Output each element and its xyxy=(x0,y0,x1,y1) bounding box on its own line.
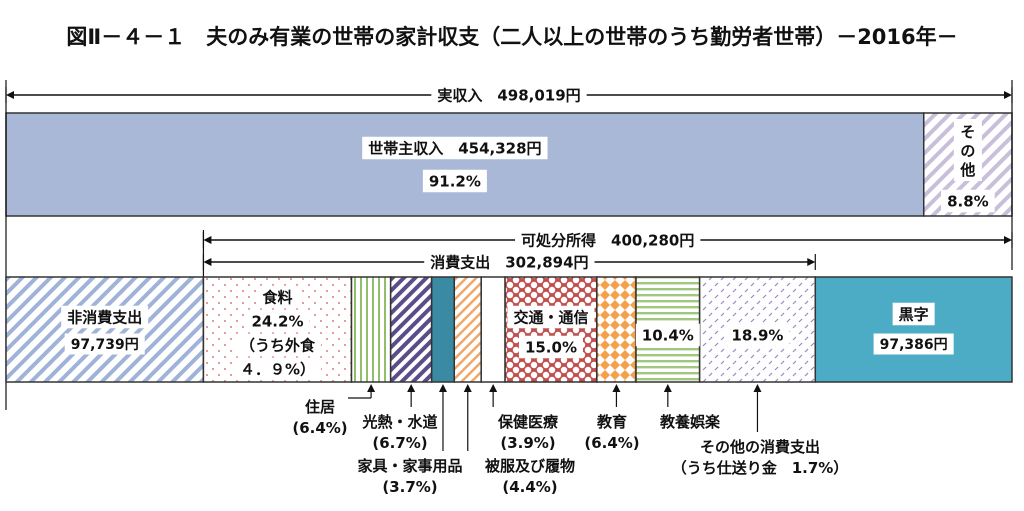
income-other-bg xyxy=(953,119,982,181)
callout-text-5: (6.4%) xyxy=(584,434,639,452)
consumption-arrow-label-bg xyxy=(424,250,595,274)
food-label-bg xyxy=(256,285,299,309)
callout-text-1: (6.7%) xyxy=(372,434,427,452)
recreation-pct-bg xyxy=(635,323,700,347)
income-other-label: の xyxy=(960,142,975,160)
food-label: 食料 xyxy=(262,288,292,306)
callout-text-0: (6.4%) xyxy=(292,419,347,437)
real-income-arrow-label: 実収入 498,019円 xyxy=(437,86,580,104)
callout-text-2: 家具・家事用品 xyxy=(357,457,462,475)
callout-text-2: (3.7%) xyxy=(382,478,437,496)
surplus-value: 97,386円 xyxy=(880,337,948,353)
disposable-arrow-label-bg xyxy=(515,228,701,252)
consumption-arrow-head-right xyxy=(807,258,816,266)
chart-title: 図Ⅱ－４－１ 夫のみ有業の世帯の家計収支（二人以上の世帯のうち勤労者世帯）－20… xyxy=(66,25,957,49)
callout-arrowhead-0 xyxy=(367,384,376,392)
real-income-arrow-head-right xyxy=(1004,91,1012,99)
income-main-pct: 91.2% xyxy=(429,172,481,190)
food-sub2: ４．９%） xyxy=(240,360,315,378)
income-other-pct-bg xyxy=(941,189,995,213)
income-main-label-bg xyxy=(362,136,548,160)
income-main-pct-bg xyxy=(422,169,487,193)
transport-label: 交通・通信 xyxy=(513,308,588,326)
callout-arrowhead-5 xyxy=(612,384,621,392)
callout-arrowhead-1 xyxy=(407,384,416,392)
expenditure-segment-0 xyxy=(5,276,205,383)
callout-text-7: その他の消費支出 xyxy=(700,438,820,456)
income-other-label: そ xyxy=(960,123,975,141)
real-income-arrow-head-left xyxy=(6,91,14,99)
callout-text-5: 教育 xyxy=(596,413,627,431)
real-income-arrow-label-bg xyxy=(431,83,587,107)
callout-arrowhead-7 xyxy=(753,384,762,392)
noncons-label-bg xyxy=(61,305,149,329)
surplus-label-bg xyxy=(892,302,935,326)
noncons-value: 97,739円 xyxy=(71,337,139,353)
expenditure-segment-11 xyxy=(814,276,1013,383)
callout-arrowhead-2 xyxy=(438,384,447,392)
othercons-pct: 18.9% xyxy=(731,326,783,344)
income-other-label: 他 xyxy=(959,161,975,179)
disposable-arrow-head-right xyxy=(1004,236,1012,244)
consumption-arrow-label: 消費支出 302,894円 xyxy=(430,253,588,271)
disposable-arrow-head-left xyxy=(203,236,212,244)
surplus-value-bg xyxy=(873,333,954,355)
expenditure-segment-5 xyxy=(453,276,482,383)
income-other-pct: 8.8% xyxy=(947,192,989,210)
surplus-label: 黒字 xyxy=(899,305,929,323)
consumption-arrow-head-left xyxy=(203,258,212,266)
noncons-label: 非消費支出 xyxy=(67,308,142,326)
callout-text-4: 保健医療 xyxy=(497,413,559,431)
income-main-label: 世帯主収入 454,328円 xyxy=(368,139,541,157)
expenditure-segment-3 xyxy=(389,276,433,383)
recreation-pct: 10.4% xyxy=(642,326,694,344)
expenditure-segment-4 xyxy=(430,276,456,383)
callout-arrowhead-6 xyxy=(663,384,672,392)
callout-arrowhead-4 xyxy=(489,384,498,392)
food-sub-bg xyxy=(233,333,321,357)
othercons-pct-bg xyxy=(725,323,790,347)
income-segment-0 xyxy=(5,112,925,217)
transport-label-bg xyxy=(507,305,595,329)
callout-text-4: (3.9%) xyxy=(500,434,555,452)
food-sub: （うち外食 xyxy=(240,336,316,354)
transport-pct: 15.0% xyxy=(525,338,577,356)
income-bar: 世帯主収入 454,328円 91.2% その他 8.8% xyxy=(5,112,1013,217)
expenditure-segment-6 xyxy=(480,276,506,383)
callout-text-0: 住居 xyxy=(305,398,335,416)
callout-arrowhead-3 xyxy=(463,384,472,392)
expenditure-bar: 非消費支出 97,739円 食料 24.2% （うち外食 ４．９%） 交通・通信 15.0% 1… xyxy=(5,276,1013,383)
noncons-value-bg xyxy=(64,333,145,355)
disposable-arrow-label: 可処分所得 400,280円 xyxy=(521,231,694,249)
transport-pct-bg xyxy=(518,335,583,359)
food-pct-bg xyxy=(245,309,310,333)
callout-text-7: （うち仕送り金 1.7%） xyxy=(672,459,849,477)
food-pct: 24.2% xyxy=(251,312,303,330)
callout-text-1: 光熱・水道 xyxy=(361,413,437,431)
callout-text-3: (4.4%) xyxy=(502,478,557,496)
expenditure-segment-7 xyxy=(504,276,598,383)
callouts: 住居 (6.4%) 光熱・水道 (6.7%) 家具・家事用品 (3.7%) 被服及び履物 (4… xyxy=(292,384,848,496)
expenditure-segment-2 xyxy=(350,276,392,383)
callout-text-6: 教養娯楽 xyxy=(659,413,721,431)
food-sub2-bg xyxy=(233,357,321,381)
callout-text-3: 被服及び履物 xyxy=(485,457,575,475)
expenditure-segment-8 xyxy=(596,276,637,383)
